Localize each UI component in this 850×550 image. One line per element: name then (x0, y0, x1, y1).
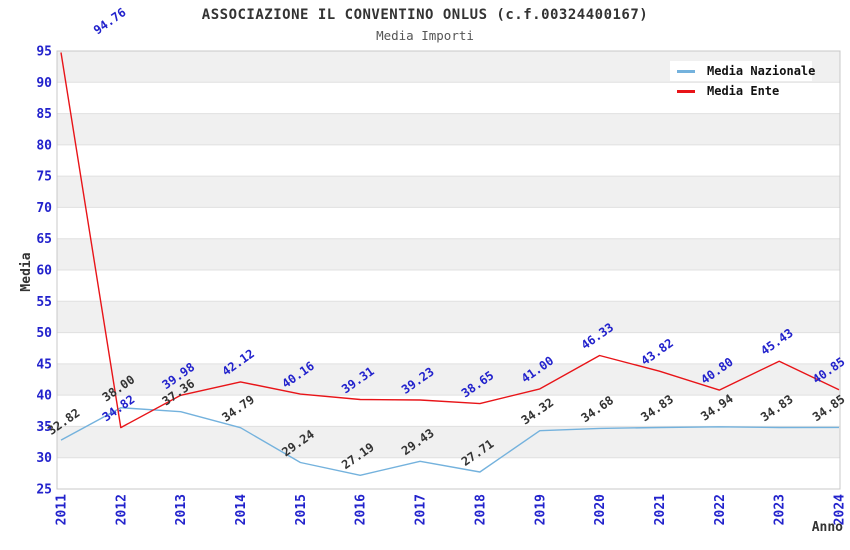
legend-swatch-media-ente-icon (677, 89, 695, 93)
x-tick-label: 2013 (174, 494, 189, 525)
chart-subtitle: Media Importi (376, 28, 474, 43)
y-tick-label: 80 (36, 138, 52, 153)
plot-border (56, 50, 841, 490)
legend-label-media-ente: Media Ente (707, 84, 780, 98)
x-tick-label: 2012 (114, 494, 129, 525)
grid-band (57, 113, 840, 145)
x-tick-label: 2015 (294, 494, 309, 525)
y-tick-label: 85 (36, 107, 52, 122)
data-label-media-ente: 94.76 (91, 5, 129, 37)
legend-item-media-nazionale: Media Nazionale (670, 61, 816, 81)
x-axis-title: Anno (812, 520, 843, 535)
x-tick-label: 2018 (473, 494, 488, 525)
x-tick-label: 2011 (55, 494, 70, 525)
y-tick-label: 95 (36, 45, 52, 60)
grid-band (57, 238, 840, 270)
data-label-media-nazionale: 34.32 (519, 395, 557, 427)
data-label-media-nazionale: 34.83 (758, 392, 796, 424)
grid-band (57, 426, 840, 458)
x-tick-label: 2019 (533, 494, 548, 525)
data-label-media-nazionale: 34.83 (638, 392, 676, 424)
legend-item-media-ente: Media Ente (670, 81, 812, 101)
x-tick-label: 2024 (833, 494, 848, 525)
chart-title: ASSOCIAZIONE IL CONVENTINO ONLUS (c.f.00… (201, 7, 649, 23)
x-tick-label: 2023 (773, 494, 788, 525)
grid-band (57, 301, 840, 333)
y-axis-title: Media (19, 252, 34, 291)
data-label-media-nazionale: 34.79 (219, 392, 257, 424)
grid-band (57, 176, 840, 208)
y-tick-label: 45 (36, 357, 52, 372)
data-label-media-nazionale: 34.94 (698, 391, 736, 423)
x-tick-label: 2020 (593, 494, 608, 525)
y-tick-label: 65 (36, 232, 52, 247)
y-tick-label: 75 (36, 170, 52, 185)
x-tick-label: 2017 (414, 494, 429, 525)
x-tick-label: 2021 (653, 494, 668, 525)
y-tick-label: 60 (36, 264, 52, 279)
x-tick-label: 2016 (354, 494, 369, 525)
y-tick-label: 55 (36, 295, 52, 310)
x-tick-label: 2022 (713, 494, 728, 525)
series-line-media-nazionale (60, 407, 840, 476)
y-tick-label: 25 (36, 483, 52, 498)
y-tick-label: 40 (36, 389, 52, 404)
y-tick-label: 70 (36, 201, 52, 216)
grid-band (57, 363, 840, 396)
y-tick-label: 90 (36, 76, 52, 91)
x-tick-label: 2014 (234, 494, 249, 525)
data-label-media-nazionale: 34.68 (579, 393, 617, 425)
legend: Media Nazionale Media Ente (670, 61, 816, 101)
data-label-media-ente: 43.82 (638, 336, 676, 368)
series-line-media-ente (60, 52, 840, 429)
y-tick-label: 30 (36, 451, 52, 466)
data-label-media-nazionale: 34.85 (810, 392, 848, 424)
y-tick-label: 50 (36, 326, 52, 341)
y-tick-label: 35 (36, 420, 52, 435)
legend-label-media-nazionale: Media Nazionale (707, 64, 816, 78)
legend-swatch-media-nazionale-icon (677, 69, 695, 73)
